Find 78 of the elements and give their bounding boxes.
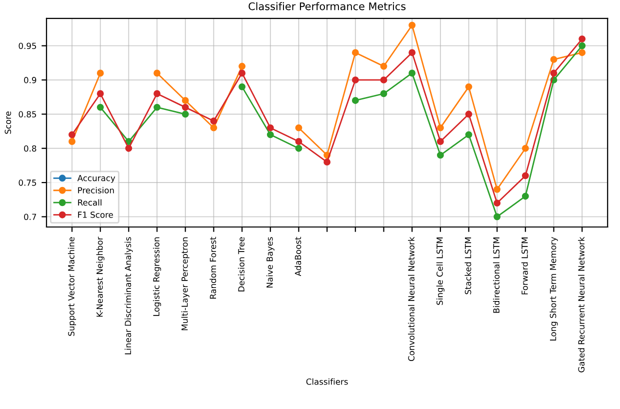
point: [550, 56, 558, 63]
point: [96, 70, 104, 77]
point: [154, 104, 160, 111]
y-tick-label: 0.95: [18, 42, 36, 50]
y-tick-label: 0.85: [18, 111, 36, 118]
point: [578, 42, 586, 50]
point: [324, 158, 331, 166]
y-axis-title: Score: [4, 111, 12, 134]
y-tick-label: 0.75: [18, 180, 36, 186]
point: [182, 97, 189, 104]
point: [494, 213, 501, 220]
point: [465, 131, 472, 138]
point: [380, 62, 388, 70]
point: [436, 138, 444, 145]
point: [210, 124, 218, 132]
x-tick-label: Logistic Regression: [152, 237, 162, 316]
point: [154, 90, 160, 98]
x-tick-label: Bidirectional LSTM: [493, 238, 500, 313]
point: [238, 62, 246, 70]
point: [295, 138, 302, 145]
point: [210, 118, 218, 124]
legend-label: Precision: [78, 186, 114, 194]
chart-title: Classifier Performance Metrics: [248, 2, 406, 10]
point: [352, 49, 359, 56]
point: [436, 124, 444, 132]
x-tick-label: Support Vector Machine: [68, 237, 76, 336]
point: [238, 70, 246, 77]
x-axis-title: Classifiers: [306, 378, 348, 385]
legend-label: Recall: [78, 199, 102, 206]
x-tick-label: AdaBoost: [294, 236, 302, 276]
point: [266, 131, 274, 138]
point: [352, 76, 359, 84]
point: [550, 70, 558, 77]
point: [522, 192, 529, 200]
x-tick-label: Convolutional Neural Network: [408, 236, 414, 362]
point: [154, 70, 160, 77]
legend-label: F1 Score: [78, 212, 113, 218]
point: [125, 144, 132, 152]
point: [522, 144, 529, 152]
point: [295, 144, 302, 152]
point: [578, 49, 586, 56]
x-tick-label: Linear Discriminant Analysis: [124, 237, 133, 354]
point: [436, 152, 444, 159]
point: [465, 110, 472, 118]
point: [266, 124, 274, 132]
point: [96, 90, 104, 98]
point: [380, 76, 388, 84]
point: [182, 110, 189, 118]
y-tick-label: 0.8: [24, 145, 36, 152]
x-tick-label: Forward LSTM: [521, 238, 528, 294]
point: [68, 131, 76, 138]
point: [295, 124, 302, 132]
point: [408, 49, 416, 56]
point: [380, 90, 388, 98]
x-tick-label: K-Nearest Neighbor: [96, 236, 104, 317]
x-tick-label: Decision Tree: [238, 237, 244, 292]
point: [494, 200, 501, 207]
point: [578, 35, 586, 42]
point: [408, 22, 416, 29]
point: [494, 186, 501, 193]
point: [182, 104, 189, 111]
point: [408, 70, 416, 77]
y-tick-label: 0.7: [24, 214, 36, 220]
x-tick-label: Naive Bayes: [266, 237, 274, 288]
point: [465, 83, 472, 90]
point: [68, 138, 76, 145]
x-tick-label: Long Short Term Memory: [550, 236, 558, 340]
point: [96, 104, 104, 111]
x-tick-label: Gated Recurrent Neural Network: [578, 236, 585, 372]
legend-label: Accuracy: [77, 174, 116, 183]
point: [238, 83, 246, 90]
x-tick-label: Stacked LSTM: [464, 238, 472, 294]
x-tick-label: Single Cell LSTM: [436, 238, 444, 305]
point: [352, 97, 359, 104]
x-tick-label: Multi-Layer Perceptron: [181, 237, 190, 330]
y-tick-label: 0.9: [24, 76, 36, 84]
x-tick-label: Random Forest: [210, 236, 216, 299]
point: [522, 172, 529, 180]
